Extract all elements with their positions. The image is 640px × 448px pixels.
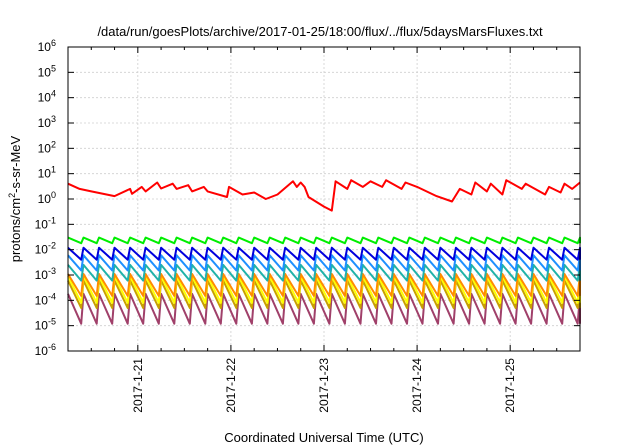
x-axis-label: Coordinated Universal Time (UTC) — [224, 430, 423, 445]
series-line — [67, 292, 581, 325]
y-tick-labels: 10-6 10-5 10-4 10-3 10-2 10-1 100 101 102 103 104 1… — [35, 38, 56, 358]
x-tick-labels: 2017-1-21 2017-1-22 2017-1-23 2017-1-24 2017… — [131, 358, 517, 413]
x-tick-label: 2017-1-24 — [410, 358, 424, 413]
series-line — [67, 179, 581, 212]
y-tick-label: 10-6 — [35, 342, 56, 358]
y-axis-label: protons/cm2-s-sr-MeV — [7, 135, 23, 262]
x-tick-label: 2017-1-25 — [503, 358, 517, 413]
y-tick-label: 10-1 — [35, 215, 56, 231]
y-tick-label: 100 — [38, 190, 56, 206]
y-tick-label: 105 — [38, 63, 56, 79]
y-tick-label: 101 — [38, 165, 56, 181]
y-tick-label: 10-2 — [35, 241, 56, 257]
axis-ticks — [67, 46, 581, 352]
grid-lines — [68, 47, 580, 351]
series-line — [67, 263, 581, 282]
x-tick-label: 2017-1-23 — [317, 358, 331, 413]
series-line — [67, 236, 581, 245]
y-tick-label: 102 — [38, 139, 56, 155]
y-tick-label: 10-5 — [35, 317, 56, 333]
y-tick-label: 10-4 — [35, 291, 56, 307]
y-tick-label: 104 — [38, 89, 56, 105]
x-tick-label: 2017-1-22 — [224, 358, 238, 413]
series-line — [67, 273, 581, 297]
y-tick-label: 106 — [38, 38, 56, 54]
y-tick-label: 10-3 — [35, 266, 56, 282]
series-line — [67, 254, 581, 272]
x-tick-label: 2017-1-21 — [131, 358, 145, 413]
series-line — [67, 246, 581, 261]
data-series — [67, 179, 581, 325]
chart-title: /data/run/goesPlots/archive/2017-01-25/1… — [97, 24, 543, 39]
y-tick-label: 103 — [38, 114, 56, 130]
